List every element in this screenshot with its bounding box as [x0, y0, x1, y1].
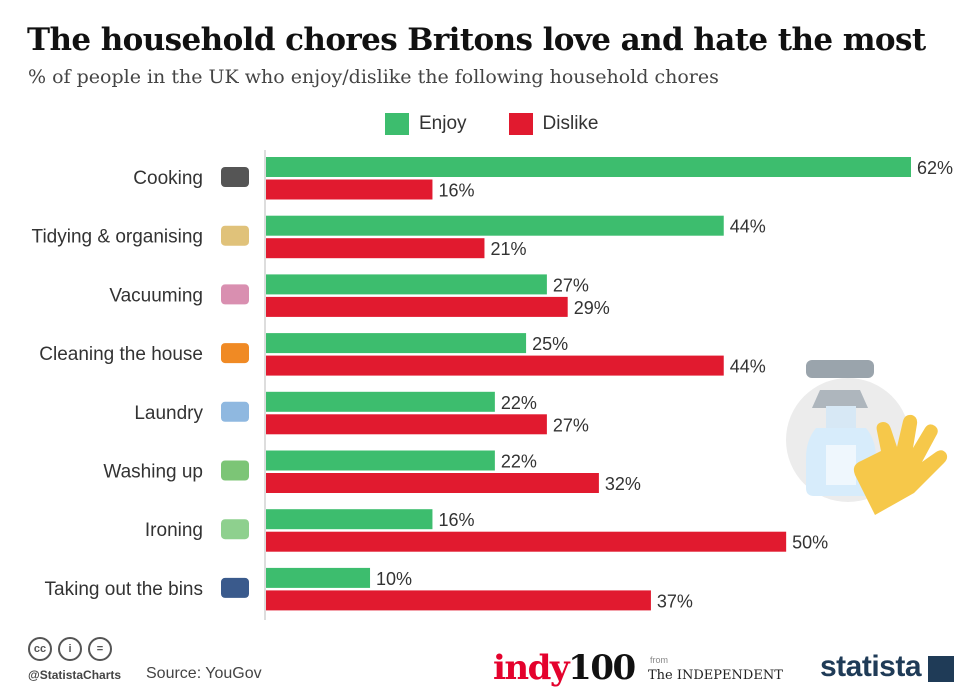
bar-dislike-laundry [266, 414, 547, 435]
bar-dislike-cleaning-the-house [266, 355, 724, 376]
vacuum-icon [221, 284, 249, 305]
source-note: Source: YouGov [146, 665, 262, 682]
bar-enjoy-washing-up [266, 450, 495, 471]
value-label-enjoy-vacuuming: 27% [553, 275, 589, 295]
license-icons: cc i = [28, 637, 112, 661]
legend-item-enjoy: Enjoy [385, 113, 467, 135]
bar-dislike-cooking [266, 179, 433, 200]
independent-logo: The INDEPENDENT [648, 668, 783, 683]
bar-dislike-tidying-organising [266, 238, 485, 259]
legend-swatch-enjoy [385, 113, 409, 135]
bar-enjoy-laundry [266, 391, 495, 412]
laundry-icon [221, 401, 249, 422]
iron-icon [221, 519, 249, 540]
statista-handle: @StatistaCharts [28, 668, 122, 682]
bar-dislike-vacuuming [266, 296, 568, 317]
value-label-dislike-tidying-organising: 21% [490, 239, 526, 259]
attribution-icon: i [58, 637, 82, 661]
statista-logo-text: statista [820, 650, 922, 683]
chart-subtitle: % of people in the UK who enjoy/dislike … [28, 66, 719, 88]
washing-up-icon [221, 460, 249, 481]
legend-label-enjoy: Enjoy [419, 113, 467, 134]
category-label-ironing: Ironing [145, 520, 203, 541]
category-label-cleaning-the-house: Cleaning the house [39, 344, 203, 365]
bar-dislike-taking-out-the-bins [266, 590, 651, 611]
value-label-dislike-ironing: 50% [792, 533, 828, 553]
chart-title: The household chores Britons love and ha… [27, 22, 926, 58]
legend: Enjoy Dislike [385, 113, 640, 135]
value-label-enjoy-washing-up: 22% [501, 452, 537, 472]
category-label-washing-up: Washing up [103, 462, 203, 483]
category-label-taking-out-the-bins: Taking out the bins [45, 579, 203, 600]
spray-bottle-icon [221, 343, 249, 364]
indy100-logo: indy100 [493, 648, 636, 688]
bar-enjoy-ironing [266, 509, 433, 530]
value-label-dislike-cooking: 16% [438, 181, 474, 201]
bar-enjoy-cooking [266, 157, 911, 177]
value-label-enjoy-ironing: 16% [438, 510, 474, 530]
bar-enjoy-cleaning-the-house [266, 333, 527, 354]
from-label: from [650, 655, 668, 665]
value-label-enjoy-cleaning-the-house: 25% [532, 334, 568, 354]
spray-glove-illustration [786, 360, 948, 515]
value-label-dislike-washing-up: 32% [605, 474, 641, 494]
legend-swatch-dislike [508, 113, 533, 135]
value-label-dislike-vacuuming: 29% [574, 298, 610, 318]
value-label-dislike-laundry: 27% [553, 415, 589, 435]
legend-label-dislike: Dislike [542, 113, 599, 134]
value-label-enjoy-taking-out-the-bins: 10% [376, 569, 412, 589]
bin-icon [221, 577, 249, 598]
bar-enjoy-taking-out-the-bins [266, 567, 371, 588]
pot-icon [221, 167, 249, 187]
bar-enjoy-vacuuming [266, 274, 547, 295]
legend-item-dislike: Dislike [508, 113, 599, 135]
category-label-cooking: Cooking [133, 168, 203, 189]
tidying-icon [221, 225, 249, 246]
category-label-vacuuming: Vacuuming [109, 285, 203, 306]
bar-dislike-ironing [266, 531, 787, 552]
category-label-laundry: Laundry [134, 403, 203, 424]
value-label-enjoy-cooking: 62% [917, 158, 953, 178]
bar-dislike-washing-up [266, 473, 599, 493]
value-label-dislike-taking-out-the-bins: 37% [657, 591, 693, 611]
value-label-enjoy-tidying-organising: 44% [730, 217, 766, 237]
value-label-enjoy-laundry: 22% [501, 393, 537, 413]
statista-logo-icon [928, 656, 954, 682]
value-label-dislike-cleaning-the-house: 44% [730, 357, 766, 377]
no-derivatives-icon: = [88, 637, 112, 661]
bar-enjoy-tidying-organising [266, 215, 724, 236]
creative-commons-icon: cc [28, 637, 52, 661]
category-label-tidying-organising: Tidying & organising [32, 227, 203, 248]
